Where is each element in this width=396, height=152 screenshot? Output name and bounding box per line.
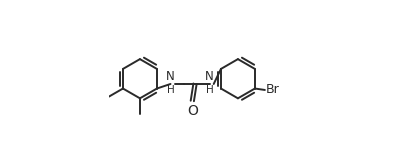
Text: O: O	[187, 104, 198, 119]
Text: N: N	[166, 70, 175, 83]
Text: Br: Br	[266, 83, 279, 97]
Text: H: H	[167, 85, 174, 95]
Text: H: H	[206, 85, 213, 95]
Text: N: N	[206, 70, 214, 83]
